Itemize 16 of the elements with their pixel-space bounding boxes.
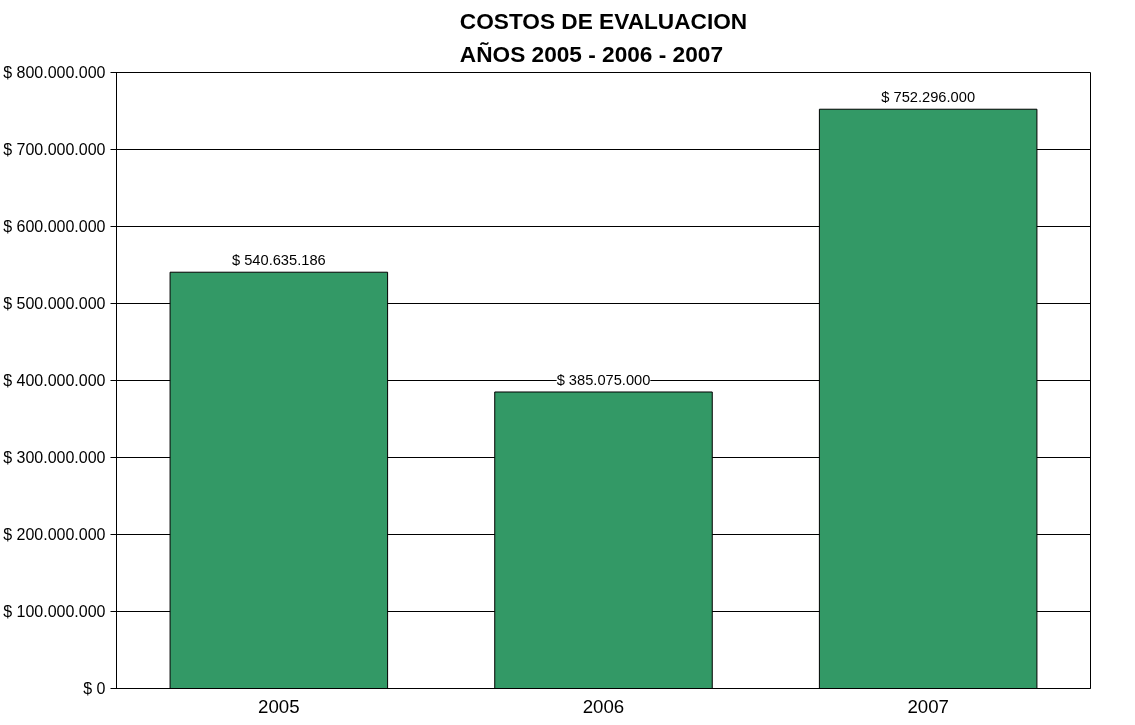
y-tick-label: $ 300.000.000 [3, 449, 106, 466]
data-label: $ 540.635.186 [231, 252, 326, 269]
x-tick-label: 2006 [582, 695, 625, 717]
x-tick-label: 2005 [258, 695, 300, 717]
y-tick-label: $ 500.000.000 [3, 295, 106, 312]
x-tick-label: 2007 [907, 695, 949, 717]
y-tick-label: $ 0 [83, 680, 106, 697]
y-tick-label: $ 600.000.000 [3, 218, 106, 235]
data-label: $ 752.296.000 [881, 89, 976, 106]
y-tick-label: $ 100.000.000 [3, 603, 106, 620]
y-tick-label: $ 800.000.000 [3, 64, 106, 81]
chart-title: COSTOS DE EVALUACION AÑOS 2005 - 2006 - 2007 [459, 7, 748, 68]
data-label: $ 385.075.000 [556, 371, 651, 388]
y-tick-label: $ 200.000.000 [3, 526, 106, 543]
y-tick-label: $ 400.000.000 [3, 372, 106, 389]
y-tick-label: $ 700.000.000 [3, 141, 106, 158]
